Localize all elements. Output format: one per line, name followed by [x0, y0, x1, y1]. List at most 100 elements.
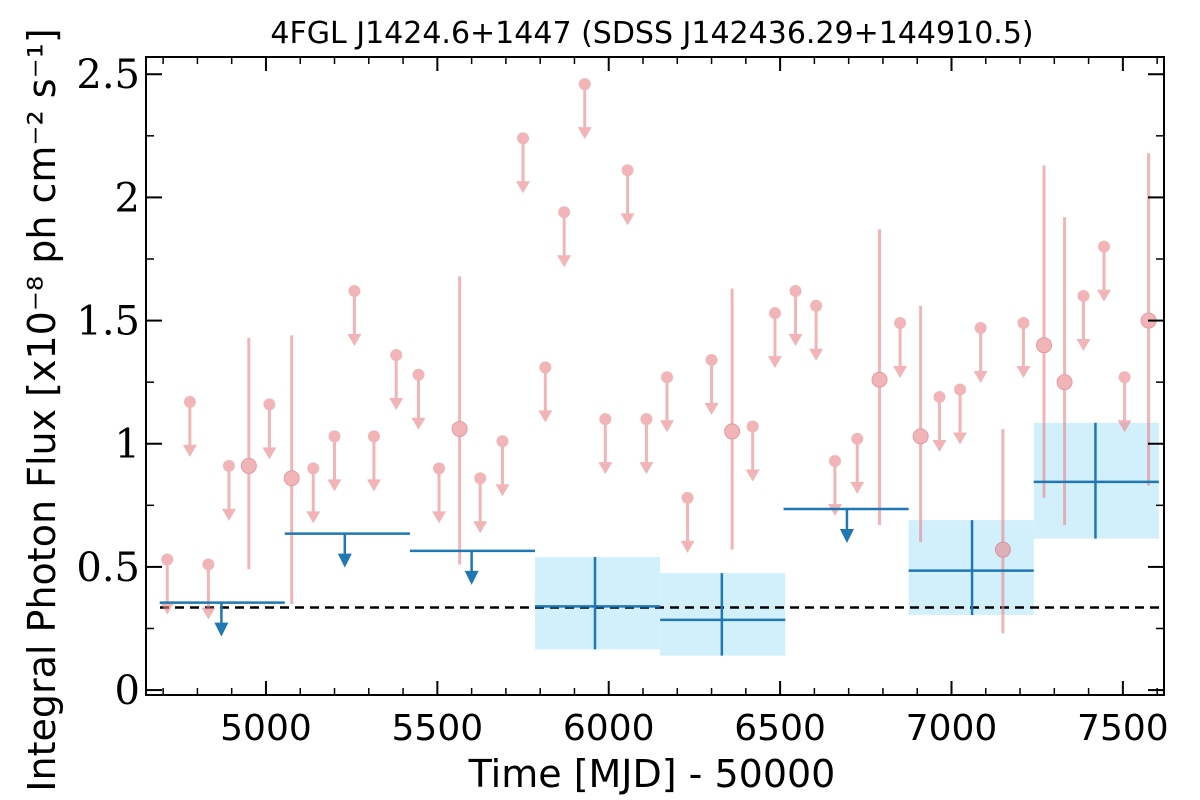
- upper-limit-arrowhead: [1016, 366, 1031, 379]
- upper-limit-arrowhead: [221, 508, 236, 521]
- short-bin-upper-limit-25: [767, 307, 782, 369]
- plot-area: [159, 78, 1160, 656]
- upper-limit-marker: [681, 491, 694, 504]
- upper-limit-arrowhead: [347, 334, 362, 347]
- upper-limit-arrowhead: [639, 462, 654, 475]
- short-bin-upper-limit-30: [893, 317, 908, 379]
- upper-limit-arrowhead: [201, 607, 216, 620]
- short-bin-detection-5: [912, 305, 929, 543]
- detection-marker: [283, 470, 300, 487]
- chart-title: 4FGL J1424.6+1447 (SDSS J142436.29+14491…: [270, 16, 1033, 51]
- upper-limit-arrowhead: [850, 481, 865, 494]
- upper-limit-arrowhead: [1097, 289, 1112, 302]
- upper-limit-marker: [348, 285, 361, 298]
- upper-limit-arrowhead: [182, 444, 197, 457]
- upper-limit-marker: [390, 349, 403, 362]
- short-bin-detection-4: [871, 229, 888, 526]
- upper-limit-arrowhead: [306, 511, 321, 524]
- upper-limit-arrowhead: [577, 127, 592, 140]
- short-bin-detection-6: [994, 428, 1011, 634]
- y-tick-label: 1.5: [76, 299, 140, 345]
- detection-marker: [451, 420, 468, 437]
- plot-frame: [145, 56, 1165, 696]
- long-bin-ul-arrowhead: [839, 529, 854, 544]
- short-bin-upper-limit-33: [973, 321, 988, 383]
- short-bin-upper-limit-0: [160, 553, 175, 615]
- short-bin-upper-limit-7: [347, 285, 362, 347]
- upper-limit-arrowhead: [953, 432, 968, 445]
- x-tick-label: 7000: [906, 708, 998, 749]
- short-bin-upper-limit-5: [306, 462, 321, 524]
- detection-marker: [912, 428, 929, 445]
- upper-limit-arrowhead: [160, 602, 175, 615]
- upper-limit-arrowhead: [893, 366, 908, 379]
- short-bin-upper-limit-4: [262, 398, 277, 460]
- upper-limit-arrowhead: [538, 410, 553, 423]
- short-bin-upper-limit-35: [1076, 289, 1091, 351]
- upper-limit-marker: [1118, 371, 1131, 384]
- upper-limit-arrowhead: [1076, 338, 1091, 351]
- upper-limit-arrowhead: [932, 439, 947, 452]
- upper-limit-marker: [660, 371, 673, 384]
- upper-limit-marker: [974, 321, 987, 334]
- short-bin-upper-limit-24: [745, 420, 760, 482]
- upper-limit-arrowhead: [767, 356, 782, 369]
- upper-limit-marker: [828, 454, 841, 467]
- long-bin-error-box-0: [535, 557, 661, 650]
- upper-limit-marker: [705, 353, 718, 366]
- upper-limit-marker: [933, 390, 946, 403]
- short-bin-detection-2: [451, 276, 468, 565]
- upper-limit-arrowhead: [411, 417, 426, 430]
- short-bin-upper-limit-22: [680, 491, 695, 553]
- long-bin-upper-limit-2: [409, 549, 536, 585]
- upper-limit-marker: [768, 307, 781, 320]
- short-bin-upper-limit-2: [201, 558, 216, 620]
- short-bin-upper-limit-12: [473, 472, 488, 534]
- upper-limit-marker: [183, 395, 196, 408]
- upper-limit-marker: [161, 553, 174, 566]
- long-bin-detection-2: [908, 520, 1034, 615]
- upper-limit-arrowhead: [620, 213, 635, 226]
- upper-limit-arrowhead: [557, 255, 572, 268]
- x-tick-label: 6500: [734, 708, 826, 749]
- short-bin-upper-limit-37: [1117, 371, 1132, 433]
- upper-limit-marker: [746, 420, 759, 433]
- upper-limit-marker: [789, 285, 802, 298]
- detection-marker: [1056, 374, 1073, 391]
- short-bin-detection-8: [1056, 217, 1073, 526]
- long-bin-upper-limit-3: [783, 507, 909, 544]
- upper-limit-arrowhead: [745, 469, 760, 482]
- short-bin-upper-limit-17: [577, 78, 592, 140]
- short-bin-upper-limit-11: [432, 462, 447, 524]
- short-bin-upper-limit-27: [809, 299, 824, 361]
- long-bin-ul-arrowhead: [337, 553, 352, 568]
- y-tick-label: 0.5: [76, 545, 140, 591]
- short-bin-upper-limit-32: [953, 383, 968, 445]
- detection-marker: [724, 423, 741, 440]
- upper-limit-marker: [1017, 317, 1030, 330]
- upper-limit-arrowhead: [680, 540, 695, 553]
- short-bin-upper-limit-1: [182, 395, 197, 457]
- short-bin-upper-limit-31: [932, 390, 947, 452]
- y-tick-label: 2: [115, 175, 140, 221]
- upper-limit-marker: [810, 299, 823, 312]
- short-bin-upper-limit-20: [639, 413, 654, 475]
- upper-limit-marker: [517, 132, 530, 145]
- long-bin-upper-limit-0: [159, 601, 285, 637]
- short-bin-upper-limit-28: [827, 454, 842, 516]
- short-bin-upper-limit-9: [389, 349, 404, 411]
- upper-limit-arrowhead: [366, 479, 381, 492]
- upper-limit-arrowhead: [704, 402, 719, 415]
- upper-limit-marker: [412, 368, 425, 381]
- y-tick-label: 2.5: [76, 52, 140, 98]
- upper-limit-arrowhead: [473, 521, 488, 534]
- upper-limit-marker: [496, 435, 509, 448]
- short-bin-upper-limit-19: [620, 164, 635, 226]
- x-tick-label: 5000: [220, 708, 312, 749]
- upper-limit-marker: [367, 430, 380, 443]
- upper-limit-marker: [558, 206, 571, 219]
- short-bin-upper-limit-29: [850, 432, 865, 494]
- upper-limit-marker: [263, 398, 276, 411]
- short-bin-upper-limit-23: [704, 353, 719, 415]
